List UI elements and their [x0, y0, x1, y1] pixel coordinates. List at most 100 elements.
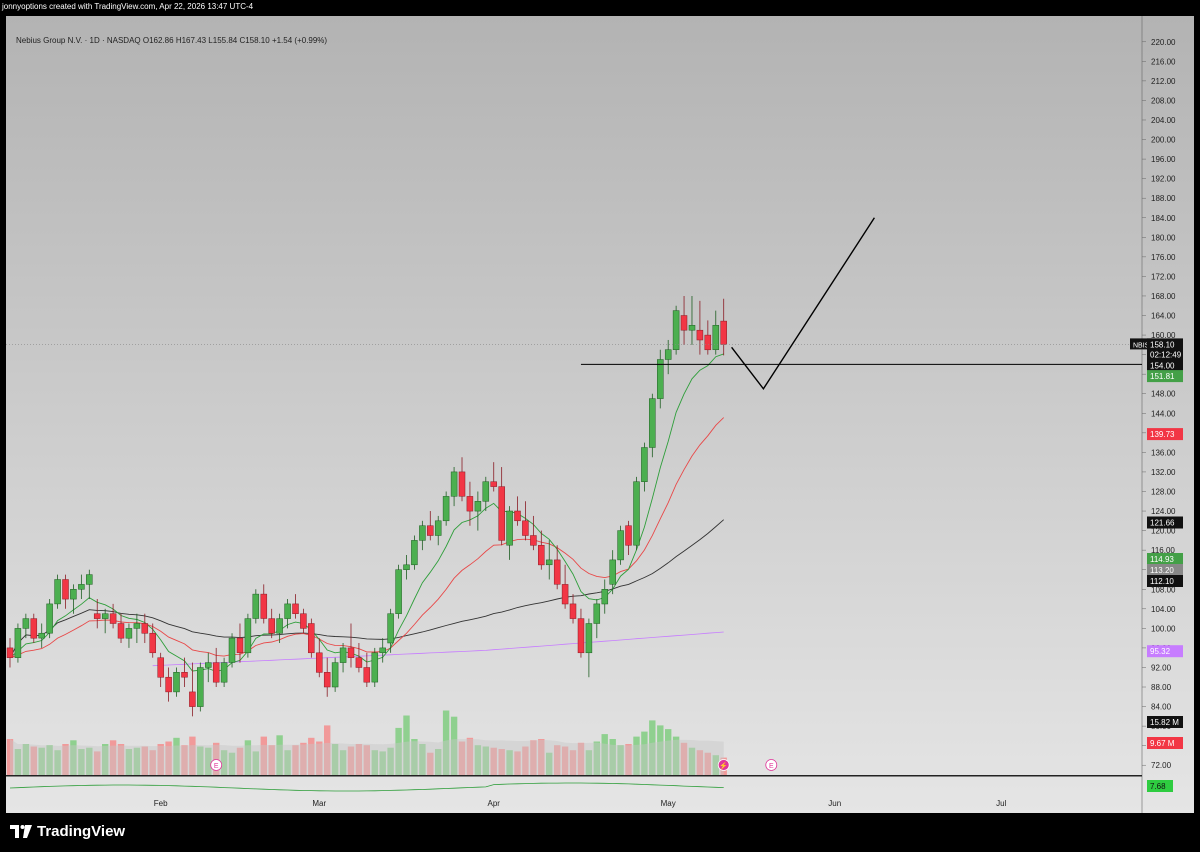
candle-body: [300, 613, 307, 629]
volume-bar: [276, 735, 283, 775]
volume-bar: [657, 725, 664, 775]
candle-body: [117, 623, 125, 639]
candle-body: [355, 657, 363, 668]
symbol-badge-bg: [1130, 338, 1152, 350]
price-axis-tick-label: 196.00: [1151, 155, 1176, 164]
candle-body: [323, 672, 331, 688]
logo-text: TradingView: [37, 823, 126, 840]
candle-body: [133, 623, 141, 629]
time-axis-line: [6, 775, 1142, 777]
candle-body: [173, 672, 180, 693]
volume-bar: [482, 746, 489, 775]
tradingview-logo[interactable]: TradingView: [10, 823, 125, 840]
candle-body: [260, 593, 268, 619]
projection-path: [731, 217, 875, 391]
candle-body: [339, 647, 347, 663]
volume-bar: [577, 742, 585, 775]
candle-body: [205, 662, 212, 668]
chart-svg[interactable]: 220.00 216.00 212.00 208.00 204.00 200.00 196.…: [6, 16, 1194, 813]
countdown-badge: 02:12:49: [1150, 350, 1182, 359]
left-badge: 113.20: [1150, 566, 1174, 575]
volume-bar: [324, 725, 331, 775]
volume-bar: [38, 747, 45, 775]
candle-body: [704, 334, 712, 351]
volume-bar: [538, 739, 545, 775]
volume-ma-badge-bg: [1147, 716, 1183, 728]
candle-body: [197, 667, 204, 707]
candle-body: [70, 589, 77, 600]
candle-body: [561, 584, 569, 605]
ohlc-open-label: O: [142, 36, 150, 45]
support-badge-bg: [1147, 359, 1183, 372]
candle-body: [395, 569, 402, 614]
volume-bar: [641, 731, 648, 775]
ema-slow-badge: 121.66: [1150, 518, 1175, 527]
price-axis-tick-label: 208.00: [1151, 96, 1176, 105]
ohlc-low: 155.84: [212, 36, 238, 45]
candle-body: [244, 618, 252, 654]
volume-bar: [252, 751, 259, 775]
candle-body: [78, 584, 85, 590]
volume-bar: [46, 745, 53, 775]
candle-body: [641, 447, 648, 482]
volume-bar: [395, 727, 402, 775]
price-badge: 158.10: [1150, 340, 1175, 349]
volume-bar: [427, 752, 434, 775]
candle-body: [411, 540, 418, 566]
candle-body: [252, 593, 260, 619]
event-marker-glyph: E: [214, 763, 219, 770]
candle-body: [490, 481, 497, 487]
candle-body: [712, 325, 720, 350]
volume-bar: [633, 736, 640, 775]
left-badge-bg: [1147, 553, 1183, 565]
left-badge-bg: [1147, 575, 1183, 587]
candle-body: [577, 618, 585, 654]
volume-bar: [292, 745, 299, 775]
ma-long-badge: 95.32: [1150, 647, 1171, 656]
price-axis-tick-label: 204.00: [1151, 116, 1176, 125]
chart-area[interactable]: Nebius Group N.V. · 1D · NASDAQ O162.86 …: [6, 16, 1194, 813]
price-axis-tick-label: 188.00: [1151, 194, 1176, 203]
candle-body: [181, 672, 188, 678]
volume-bar: [601, 734, 608, 775]
series-line-ema-mid: [9, 417, 725, 659]
candle-body: [538, 545, 545, 566]
volume-bar: [117, 744, 125, 775]
volume-bar: [387, 747, 394, 775]
candle-body: [268, 618, 275, 634]
candle-body: [649, 398, 656, 448]
volume-bar: [403, 715, 410, 775]
oscillator-badge-bg: [1147, 780, 1173, 792]
candle-body: [514, 510, 521, 522]
volume-bar: [442, 710, 450, 775]
candle-body: [434, 520, 442, 536]
ohlc-close: 158.10: [245, 36, 270, 45]
oscillator-badge: 7.68: [1150, 782, 1166, 791]
candle-body: [276, 618, 283, 634]
ohlc-low-label: L: [208, 36, 213, 45]
candle-body: [680, 315, 688, 331]
price-axis-tick-label: 144.00: [1151, 409, 1176, 418]
volume-bar: [704, 752, 711, 775]
ohlc-high: 167.43: [181, 36, 207, 45]
price-axis-tick-label: 172.00: [1151, 272, 1176, 281]
ohlc-open: 162.86: [149, 36, 174, 45]
volume-bar: [649, 720, 656, 775]
candle-body: [331, 662, 339, 688]
series-line-ema-slow: [9, 519, 724, 658]
price-axis-tick-label: 128.00: [1151, 487, 1176, 496]
volume-bar: [450, 716, 458, 775]
volume-bar: [62, 744, 69, 775]
volume-bar: [696, 750, 704, 775]
volume-bar: [339, 750, 347, 775]
candle-body: [6, 647, 14, 658]
volume-bar: [54, 750, 61, 775]
candle-body: [466, 496, 474, 512]
volume-bar: [665, 729, 672, 775]
price-axis-tick-label: 212.00: [1151, 77, 1176, 86]
volume-bar: [554, 745, 561, 775]
candle-body: [125, 628, 133, 639]
volume-bar: [141, 746, 148, 775]
event-marker-glyph: ⚡: [719, 761, 728, 770]
